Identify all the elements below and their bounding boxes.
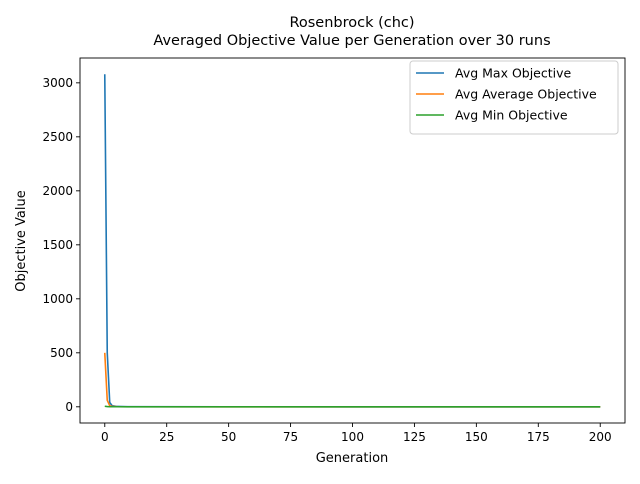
legend-box (409, 60, 619, 135)
chart-subtitle: Averaged Objective Value per Generation … (153, 33, 550, 49)
chart-title: Rosenbrock (chc) (289, 15, 414, 31)
y-tick-label: 0 (65, 400, 73, 414)
y-tick-label: 1500 (42, 238, 73, 252)
x-tick-label: 150 (465, 430, 488, 444)
y-tick-label: 3000 (42, 76, 73, 90)
legend: Avg Max Objective Avg Average Objective Av… (409, 60, 619, 135)
x-tick-label: 75 (283, 430, 298, 444)
x-tick-label: 0 (101, 430, 109, 444)
x-tick-label: 100 (341, 430, 364, 444)
plot-area: 0 25 50 75 100 125 150 175 200050010001500200025… (42, 57, 626, 444)
legend-label-1: Avg Max Objective (455, 66, 572, 81)
x-axis-label: Generation (316, 451, 389, 466)
x-tick-label: 200 (589, 430, 612, 444)
x-tick-label: 50 (221, 430, 236, 444)
legend-label-3: Avg Min Objective (455, 108, 568, 123)
x-tick-label: 175 (527, 430, 550, 444)
legend-label-2: Avg Average Objective (455, 87, 597, 102)
y-tick-label: 2000 (42, 184, 73, 198)
series-line-2 (103, 352, 601, 408)
y-axis-label: Objective Value (14, 190, 29, 291)
y-tick-label: 500 (50, 346, 73, 360)
x-tick-label: 25 (159, 430, 174, 444)
y-tick-label: 2500 (42, 130, 73, 144)
series-lines (103, 74, 601, 408)
x-tick-label: 125 (403, 430, 426, 444)
y-tick-label: 1000 (42, 292, 73, 306)
series-line-3 (104, 405, 601, 408)
